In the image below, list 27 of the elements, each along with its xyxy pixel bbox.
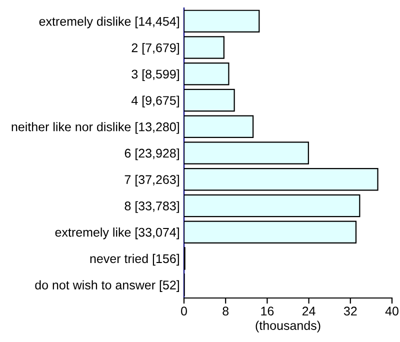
bar: [184, 36, 224, 59]
x-axis-title: (thousands): [256, 320, 320, 332]
y-tick-label: never tried [156]: [90, 254, 179, 266]
x-tick-label: 16: [261, 306, 274, 316]
bar: [184, 10, 260, 33]
x-tick-label: 0: [181, 306, 187, 316]
bar: [184, 62, 230, 86]
y-tick-label: 3 [8,599]: [132, 69, 179, 82]
bar: [184, 115, 254, 138]
y-tick-label: 6 [23,928]: [124, 148, 179, 160]
bar: [184, 194, 360, 218]
y-tick-label: do not wish to answer [52]: [35, 280, 179, 292]
y-tick-label: extremely dislike [14,454]: [39, 16, 179, 28]
x-tick-label: 24: [302, 306, 316, 316]
y-tick-label: 4 [9,675]: [131, 96, 179, 108]
bar: [184, 142, 309, 164]
y-tick-label: neither like nor dislike [13,280]: [12, 122, 179, 134]
x-tick-label: 32: [344, 306, 357, 316]
y-tick-label: 2 [7,679]: [132, 43, 179, 55]
y-tick-label: 8 [33,783]: [124, 201, 179, 213]
y-tick-label: extremely like [33,074]: [55, 228, 179, 240]
bar: [184, 168, 378, 191]
bar: [184, 88, 235, 112]
x-tick-label: 40: [385, 306, 398, 316]
bar: [184, 220, 357, 244]
y-tick-label: 7 [37,263]: [124, 174, 179, 186]
x-tick-label: 8: [222, 306, 229, 316]
